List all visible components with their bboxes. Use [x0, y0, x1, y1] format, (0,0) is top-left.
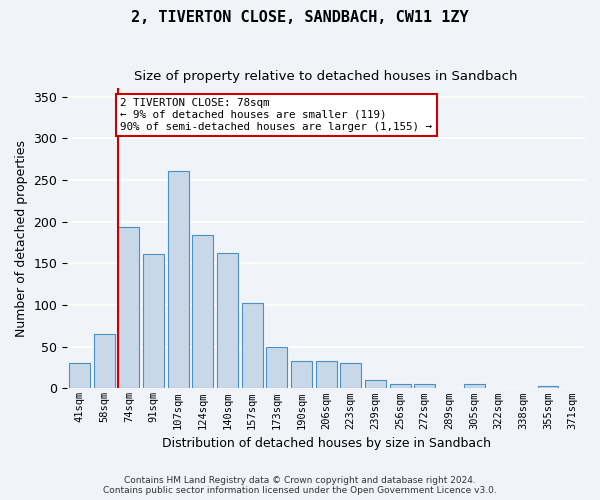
Bar [414, 384, 435, 388]
Bar [217, 252, 238, 388]
Bar [316, 361, 337, 388]
Title: Size of property relative to detached houses in Sandbach: Size of property relative to detached ho… [134, 70, 518, 83]
Bar [291, 361, 312, 388]
Text: 2 TIVERTON CLOSE: 78sqm
← 9% of detached houses are smaller (119)
90% of semi-de: 2 TIVERTON CLOSE: 78sqm ← 9% of detached… [120, 98, 432, 132]
Bar [143, 254, 164, 388]
Bar [464, 384, 485, 388]
Bar [365, 380, 386, 388]
Bar [192, 235, 213, 388]
Bar [538, 386, 559, 388]
Bar [389, 384, 410, 388]
Bar [266, 346, 287, 389]
Text: 2, TIVERTON CLOSE, SANDBACH, CW11 1ZY: 2, TIVERTON CLOSE, SANDBACH, CW11 1ZY [131, 10, 469, 25]
Bar [69, 364, 90, 388]
Bar [242, 302, 263, 388]
Bar [94, 334, 115, 388]
X-axis label: Distribution of detached houses by size in Sandbach: Distribution of detached houses by size … [161, 437, 491, 450]
Bar [118, 226, 139, 388]
Bar [340, 364, 361, 388]
Text: Contains HM Land Registry data © Crown copyright and database right 2024.
Contai: Contains HM Land Registry data © Crown c… [103, 476, 497, 495]
Y-axis label: Number of detached properties: Number of detached properties [15, 140, 28, 337]
Bar [167, 171, 188, 388]
